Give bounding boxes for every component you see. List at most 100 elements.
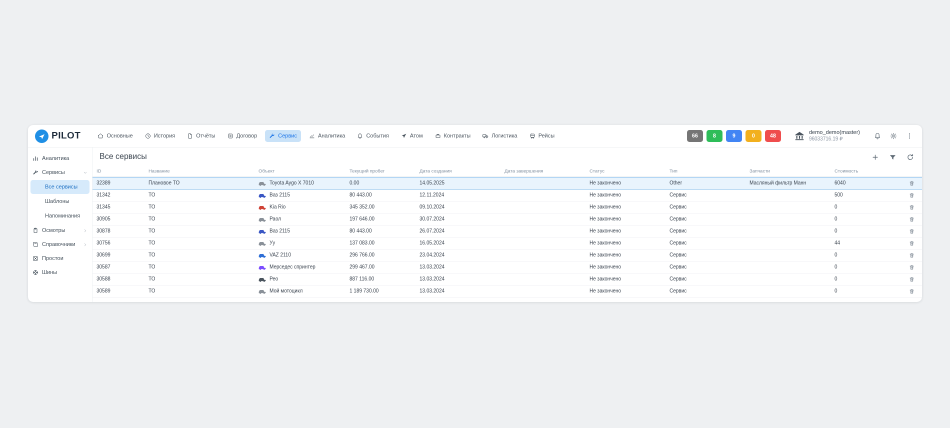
user-account[interactable]: demo_demo(master) 96033716.19 ₽ — [794, 129, 860, 142]
column-header-5[interactable]: Дата завершения — [504, 168, 544, 174]
sidebar-subitem-1-0[interactable]: Все сервисы — [30, 180, 90, 194]
page-header: Все сервисы — [93, 148, 923, 166]
sidebar-item-0[interactable]: Аналитика — [28, 152, 92, 166]
column-header-1[interactable]: Название — [148, 168, 170, 174]
delete-row-button[interactable] — [901, 289, 923, 295]
nav-item-7[interactable]: Атом — [397, 130, 427, 142]
nav-item-label: Контракты — [443, 133, 471, 139]
chevron-right-icon — [83, 242, 88, 247]
cell-created: 26.07.2024 — [419, 228, 445, 235]
app-logo[interactable]: PILOT — [35, 129, 81, 143]
column-header-7[interactable]: Тип — [669, 168, 678, 174]
nav-item-4[interactable]: Сервис — [265, 130, 301, 142]
table-row[interactable]: 30589 ТО Мой мотоцикл 1 189 730.00 13.03.202… — [92, 286, 923, 298]
sidebar-item-1[interactable]: Сервисы — [28, 166, 92, 180]
nav-item-6[interactable]: События — [353, 130, 393, 142]
nav-item-1[interactable]: История — [141, 130, 179, 142]
table-row[interactable]: 30699 ТО VAZ 2110 296 766.00 23.04.2024 Не за… — [92, 250, 923, 262]
trash-icon — [909, 205, 914, 210]
table-row[interactable]: 31342 ТО Ваз 2115 80 443.00 12.11.2024 Не зак… — [92, 190, 923, 202]
cell-mileage: 80 443.00 — [349, 228, 372, 235]
column-header-4[interactable]: Дата создания — [419, 168, 452, 174]
table-header-row: ID Название Объект Текущий пробег Дата созда… — [92, 166, 922, 177]
table-row[interactable]: 31345 ТО Kia Rio 345 352.00 09.10.2024 Не зак… — [92, 202, 923, 214]
nav-item-0[interactable]: Основные — [94, 130, 137, 142]
settings-gear-icon[interactable] — [890, 132, 897, 140]
table-row[interactable]: 30905 ТО Раол 197 646.00 30.07.2024 Не законч… — [92, 214, 923, 226]
trash-icon — [909, 229, 914, 234]
counter-badge-4[interactable]: 48 — [764, 130, 781, 142]
sidebar-item-3[interactable]: Справочники — [28, 238, 92, 252]
delete-row-button[interactable] — [901, 253, 923, 259]
filter-funnel-icon[interactable] — [889, 153, 897, 161]
sidebar-item-2[interactable]: Осмотры — [28, 224, 92, 238]
trash-icon — [909, 289, 914, 294]
trash-icon — [909, 241, 914, 246]
column-header-3[interactable]: Текущий пробег — [349, 168, 385, 174]
cell-object: Рео — [255, 277, 346, 282]
vehicle-name: Уу — [269, 240, 276, 247]
column-header-8[interactable]: Запчасти — [749, 168, 770, 174]
cell-parts: Масляный фильтр Манн — [749, 180, 807, 187]
nav-item-10[interactable]: Рейсы — [525, 130, 558, 142]
counter-badge-2[interactable]: 9 — [725, 130, 742, 142]
delete-row-button[interactable] — [901, 265, 923, 271]
sidebar-item-4[interactable]: Простои — [28, 252, 92, 266]
truck-icon — [482, 134, 489, 139]
cell-name: ТО — [148, 276, 156, 283]
counter-badge-0[interactable]: 66 — [686, 130, 703, 142]
table-row[interactable]: 30878 ТО Ваз 2115 80 443.00 26.07.2024 Не зак… — [92, 226, 923, 238]
cell-cost: 0 — [834, 252, 838, 259]
sidebar-item-5[interactable]: Шины — [28, 266, 92, 280]
cell-id: 30588 — [96, 276, 111, 283]
table-row[interactable]: 30756 ТО Уу 137 083.00 16.05.2024 Не закончен… — [92, 238, 923, 250]
vehicle-icon — [258, 265, 266, 270]
trash-icon — [909, 193, 914, 198]
cell-mileage: 197 646.00 — [349, 216, 375, 223]
delete-row-button[interactable] — [901, 205, 923, 211]
cell-type: Сервис — [669, 204, 687, 211]
delete-row-button[interactable] — [901, 181, 923, 187]
column-header-0[interactable]: ID — [96, 168, 102, 174]
nav-item-3[interactable]: Договор — [223, 130, 261, 142]
cell-object: VAZ 2110 — [255, 253, 346, 258]
cell-id: 30878 — [96, 228, 111, 235]
table-row[interactable]: 30587 ТО Мерседес спринтер 299 467.00 13.03.… — [92, 262, 923, 274]
nav-item-9[interactable]: Логистика — [479, 130, 522, 142]
chevron-right-icon — [83, 228, 88, 233]
delete-row-button[interactable] — [901, 193, 923, 199]
counter-badge-3[interactable]: 0 — [745, 130, 762, 142]
nav-item-8[interactable]: Контракты — [431, 130, 475, 142]
delete-row-button[interactable] — [901, 229, 923, 235]
app-panel: PILOT Основные История Отчёты Договор Сервис… — [28, 125, 922, 302]
cell-name: Плановое ТО — [148, 180, 180, 187]
sidebar-subitem-1-2[interactable]: Напоминания — [45, 213, 81, 219]
cell-created: 12.11.2024 — [419, 192, 445, 199]
add-service-button[interactable] — [872, 153, 880, 161]
cell-object: Kia Rio — [255, 205, 346, 210]
table-row[interactable]: 32389 Плановое ТО Toyota Aygo X 7010 0.00 14… — [92, 177, 923, 190]
nav-item-5[interactable]: Аналитика — [305, 130, 349, 142]
cell-name: ТО — [148, 216, 156, 223]
refresh-icon[interactable] — [907, 153, 915, 161]
delete-row-button[interactable] — [901, 241, 923, 247]
counter-badge-1[interactable]: 8 — [706, 130, 723, 142]
sidebar-item-label: Простои — [42, 255, 64, 262]
column-header-2[interactable]: Объект — [258, 168, 275, 174]
sidebar-subitem-1-1[interactable]: Шаблоны — [45, 198, 70, 205]
column-header-6[interactable]: Статус — [589, 168, 605, 174]
table-row[interactable]: 30588 ТО Рео 887 116.00 13.03.2024 Не законче… — [92, 274, 923, 286]
notifications-bell-icon[interactable] — [874, 133, 881, 140]
cell-name: ТО — [148, 240, 156, 247]
cell-id: 30905 — [96, 216, 111, 223]
app-body: Аналитика Сервисы Все сервисы Шаблоны Напоми… — [28, 147, 923, 302]
delete-row-button[interactable] — [901, 217, 923, 223]
cell-type: Сервис — [669, 252, 687, 259]
cell-object: Уу — [255, 240, 346, 247]
delete-row-button[interactable] — [901, 277, 923, 283]
kebab-menu-icon[interactable] — [906, 133, 913, 140]
nav-item-2[interactable]: Отчёты — [183, 130, 219, 142]
nav-item-label: События — [366, 133, 389, 139]
column-header-9[interactable]: Стоимость — [834, 168, 859, 174]
chevron-right-icon — [84, 229, 86, 232]
